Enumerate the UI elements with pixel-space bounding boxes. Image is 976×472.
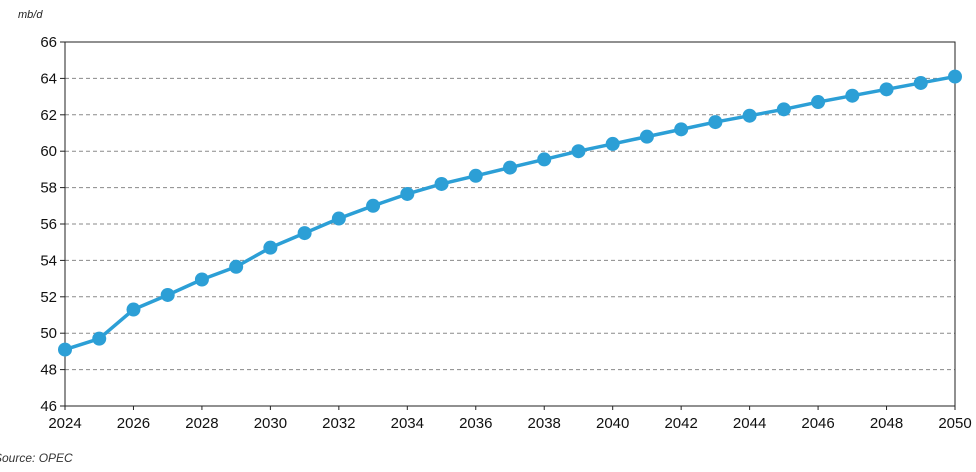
data-point xyxy=(811,95,826,110)
data-point xyxy=(366,198,381,213)
x-tick-label: 2030 xyxy=(254,415,287,432)
gridlines xyxy=(65,77,955,371)
source-note: Source: OPEC xyxy=(0,451,73,465)
plot-frame xyxy=(64,41,956,407)
data-point xyxy=(194,272,209,287)
x-tick-label: 2040 xyxy=(596,415,629,432)
data-point xyxy=(845,88,860,103)
y-axis-unit-label: mb/d xyxy=(18,9,43,21)
data-point xyxy=(434,176,449,191)
data-point xyxy=(913,75,928,90)
y-tick-label: 62 xyxy=(40,107,57,124)
x-tick-label: 2034 xyxy=(391,415,424,432)
y-tick-label: 50 xyxy=(40,325,57,342)
data-point xyxy=(776,102,791,117)
x-tick-label: 2026 xyxy=(117,415,150,432)
data-point xyxy=(92,331,107,346)
data-point xyxy=(639,129,654,144)
x-tick-label: 2048 xyxy=(870,415,903,432)
x-tick-label: 2024 xyxy=(48,415,81,432)
x-tick-label: 2046 xyxy=(801,415,834,432)
x-tick-label: 2050 xyxy=(938,415,971,432)
y-tick-label: 48 xyxy=(40,362,57,379)
data-point xyxy=(400,186,415,201)
y-tick-label: 66 xyxy=(40,34,57,51)
data-point xyxy=(674,122,689,137)
data-point xyxy=(503,160,517,175)
y-tick-label: 56 xyxy=(40,216,57,233)
data-point xyxy=(331,211,346,226)
data-point xyxy=(948,69,962,84)
x-tick-label: 2038 xyxy=(528,415,561,432)
data-point xyxy=(742,108,757,123)
y-tick-label: 52 xyxy=(40,289,57,306)
y-tick-label: 60 xyxy=(40,143,57,160)
data-point xyxy=(537,152,552,167)
x-tick-label: 2032 xyxy=(322,415,355,432)
x-tick-label: 2042 xyxy=(664,415,697,432)
y-tick-label: 46 xyxy=(40,398,57,415)
data-point xyxy=(571,144,586,159)
data-point xyxy=(160,287,175,302)
series xyxy=(58,69,962,357)
data-point xyxy=(708,115,723,130)
data-point xyxy=(126,302,141,317)
data-point xyxy=(879,82,894,97)
x-tick-label: 2036 xyxy=(459,415,492,432)
series-line xyxy=(64,74,956,352)
data-point xyxy=(605,136,620,151)
x-tick-label: 2044 xyxy=(733,415,766,432)
y-tick-label: 64 xyxy=(40,70,57,87)
data-point xyxy=(468,168,483,183)
y-tick-label: 58 xyxy=(40,180,57,197)
x-tick-label: 2028 xyxy=(185,415,218,432)
data-point xyxy=(229,259,244,274)
y-tick-label: 54 xyxy=(40,252,57,269)
data-point xyxy=(263,240,278,255)
data-point xyxy=(297,226,312,241)
data-point xyxy=(58,342,72,357)
axes: 46 48 50 52 54 56 58 60 62 64 66 2024 2026 2028 2030 20… xyxy=(40,34,971,432)
